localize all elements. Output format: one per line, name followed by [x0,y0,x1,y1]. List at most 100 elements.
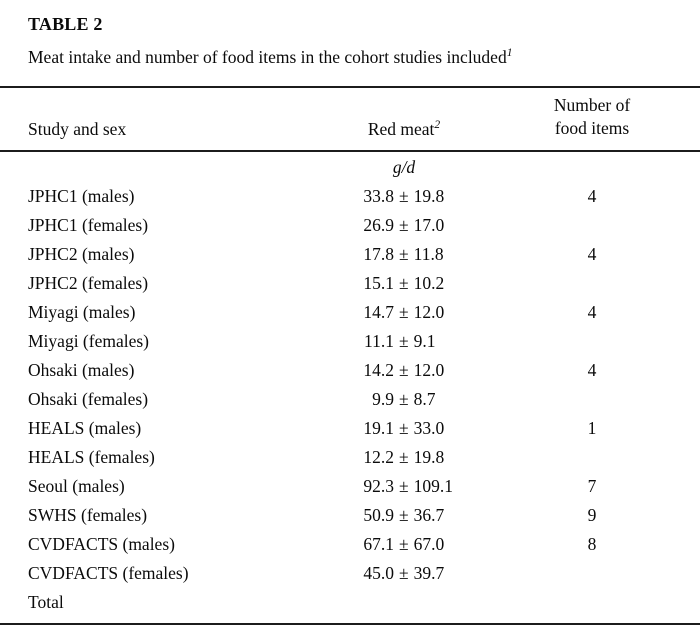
items-header-line1: Number of [553,95,631,115]
mean-value: 33.8 [363,186,394,206]
plus-minus: ± [399,186,409,206]
mean-value: 9.9 [372,389,394,409]
study-cell: HEALS (males) [28,418,142,438]
study-cell: CVDFACTS (females) [28,563,189,583]
study-cell: JPHC1 (females) [28,215,149,235]
sd-value: 67.0 [413,534,445,554]
sd-value: 36.7 [413,505,445,525]
sd-value: 17.0 [413,215,445,235]
mean-value: 50.9 [363,505,394,525]
plus-minus: ± [399,476,409,496]
caption-footnote-mark: 1 [506,47,513,60]
table-row: CVDFACTS (males) 67.1 ±67.0 8 [28,530,672,559]
sd-value: 39.7 [413,563,445,583]
plus-minus: ± [399,447,409,467]
sd-value: 9.1 [413,331,436,351]
mean-value: 19.1 [363,418,394,438]
red-meat-cell: 19.1 ±33.0 [348,414,512,443]
table-title: TABLE 2 [28,14,103,34]
mean-value: 17.8 [363,244,394,264]
plus-minus: ± [399,360,409,380]
mean-value: 92.3 [363,476,394,496]
sd-value: 11.8 [413,244,444,264]
study-cell: Seoul (males) [28,476,125,496]
items-cell: 4 [587,302,597,322]
mean-value: 14.7 [363,302,394,322]
red-meat-cell: 14.7 ±12.0 [348,298,512,327]
table-row: HEALS (males) 19.1 ±33.0 1 [28,414,672,443]
table-header-row: Study and sex Red meat2 Number of food i… [28,88,672,150]
plus-minus: ± [399,418,409,438]
items-cell [512,269,672,298]
table-row: JPHC2 (females) 15.1 ±10.2 [28,269,672,298]
mean-value: 11.1 [364,331,394,351]
mean-value: 26.9 [363,215,394,235]
plus-minus: ± [399,534,409,554]
table-row: Miyagi (males) 14.7 ±12.0 4 [28,298,672,327]
red-meat-cell: 33.8 ±19.8 [348,182,512,211]
red-meat-cell: 50.9 ±36.7 [348,501,512,530]
study-cell: Miyagi (females) [28,331,149,351]
red-meat-cell: 17.8 ±11.8 [348,240,512,269]
plus-minus: ± [399,302,409,322]
study-cell: Miyagi (males) [28,302,136,322]
items-cell [512,385,672,414]
study-cell: HEALS (females) [28,447,155,467]
mean-value: 14.2 [363,360,394,380]
table-row: Miyagi (females) 11.1 ±9.1 [28,327,672,356]
sd-value: 10.2 [413,273,445,293]
sd-value: 12.0 [413,360,445,380]
unit-row: g/d [28,152,672,182]
unit-label: g/d [392,157,416,177]
column-header-red-meat: Red meat2 [348,119,512,140]
table-row: Ohsaki (males) 14.2 ±12.0 4 [28,356,672,385]
red-meat-cell: 26.9 ±17.0 [348,211,512,240]
top-rule [0,86,700,88]
table-row: JPHC2 (males) 17.8 ±11.8 4 [28,240,672,269]
red-meat-cell: 92.3 ±109.1 [348,472,512,501]
study-cell: JPHC1 (males) [28,186,135,206]
mean-value: 67.1 [363,534,394,554]
items-cell [512,327,672,356]
bottom-rule [0,623,700,625]
table-row: JPHC1 (males) 33.8 ±19.8 4 [28,182,672,211]
items-cell: 8 [587,534,597,554]
sd-value: 19.8 [413,447,445,467]
items-header-line2: food items [554,118,630,138]
table-row: SWHS (females) 50.9 ±36.7 9 [28,501,672,530]
plus-minus: ± [399,273,409,293]
red-meat-cell: 11.1 ±9.1 [348,327,512,356]
caption-text: Meat intake and number of food items in … [28,47,507,67]
red-meat-label: Red meat [367,119,435,139]
paper-table-page: TABLE 2 Meat intake and number of food i… [0,14,700,625]
mean-value: 15.1 [363,273,394,293]
sd-value: 12.0 [413,302,445,322]
table-row: Seoul (males) 92.3 ±109.1 7 [28,472,672,501]
plus-minus: ± [399,563,409,583]
red-meat-cell: 9.9 ±8.7 [348,385,512,414]
items-cell: 4 [587,186,597,206]
sd-value: 19.8 [413,186,445,206]
sd-value: 109.1 [413,476,453,496]
plus-minus: ± [399,505,409,525]
items-cell: 4 [587,360,597,380]
study-cell: Ohsaki (females) [28,389,149,409]
mean-value: 45.0 [363,563,394,583]
table-row: CVDFACTS (females) 45.0 ±39.7 [28,559,672,588]
plus-minus: ± [399,244,409,264]
study-cell: Ohsaki (males) [28,360,135,380]
plus-minus: ± [399,331,409,351]
plus-minus: ± [399,389,409,409]
items-cell [512,559,672,588]
red-meat-cell: 14.2 ±12.0 [348,356,512,385]
mean-value: 12.2 [363,447,394,467]
items-cell [512,211,672,240]
items-cell: 4 [587,244,597,264]
table-row: Ohsaki (females) 9.9 ±8.7 [28,385,672,414]
sd-value: 33.0 [413,418,445,438]
red-meat-footnote-mark: 2 [434,119,441,132]
red-meat-cell: 15.1 ±10.2 [348,269,512,298]
study-cell: CVDFACTS (males) [28,534,175,554]
mid-rule [0,150,700,152]
items-cell: 7 [587,476,597,496]
